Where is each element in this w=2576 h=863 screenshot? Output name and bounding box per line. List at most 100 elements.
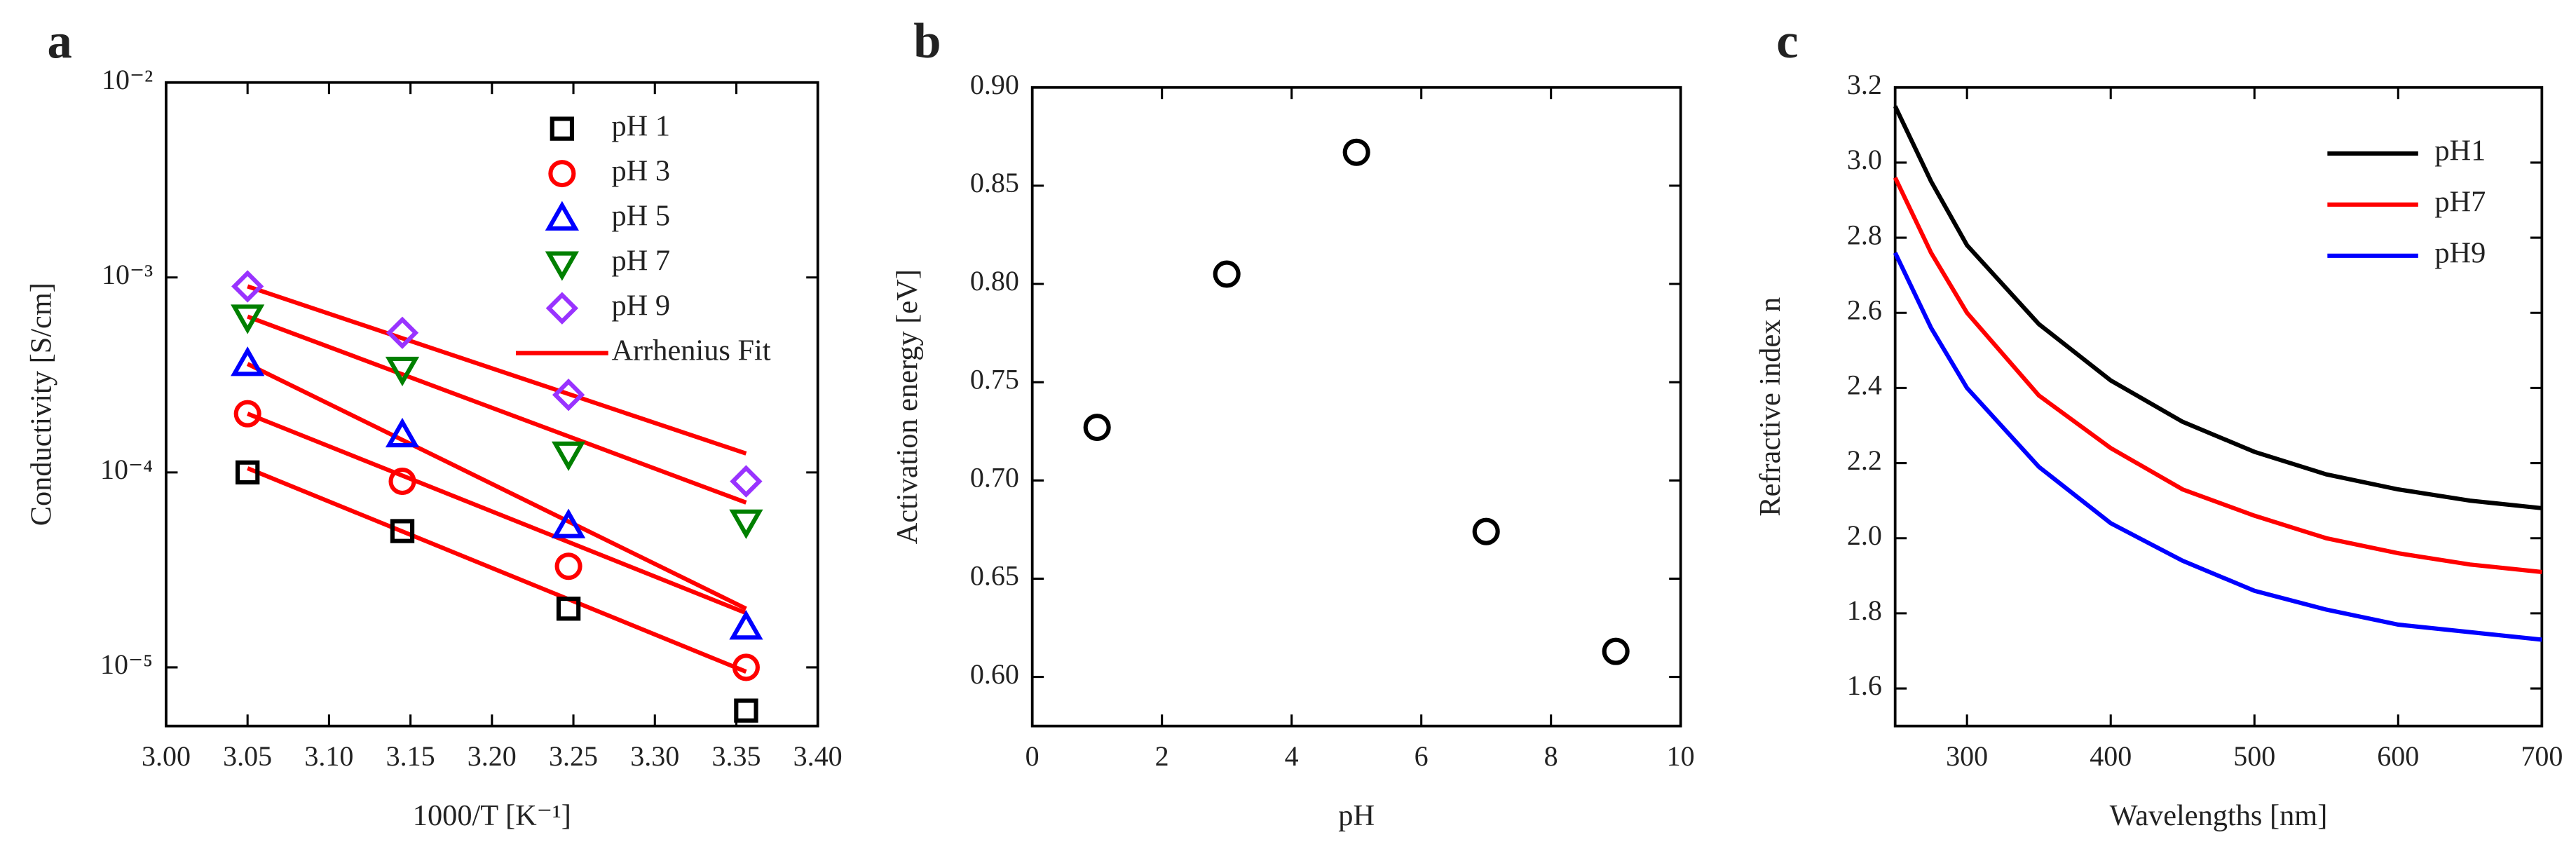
marker xyxy=(545,292,579,325)
marker xyxy=(231,270,264,303)
axes-frame xyxy=(1893,86,2544,728)
marker xyxy=(231,346,265,376)
x-tick-label: 6 xyxy=(1415,740,1429,772)
axes-frame xyxy=(165,81,819,728)
marker xyxy=(1342,138,1370,166)
marker xyxy=(551,508,586,538)
x-tick-label: 0 xyxy=(1025,740,1040,772)
x-tick-label: 3.15 xyxy=(386,740,435,772)
marker xyxy=(729,610,763,640)
y-axis-label: Activation energy [eV] xyxy=(891,269,924,544)
panel-label: a xyxy=(47,14,71,69)
marker xyxy=(385,356,420,387)
marker xyxy=(545,251,579,281)
x-tick-label: 3.20 xyxy=(468,740,517,772)
legend-label: pH 7 xyxy=(611,244,670,277)
y-tick-label: 10⁻⁴ xyxy=(100,454,153,485)
marker xyxy=(1472,517,1500,545)
legend-label: pH 1 xyxy=(611,109,670,142)
marker xyxy=(1213,260,1241,288)
x-tick-label: 3.25 xyxy=(549,740,598,772)
marker xyxy=(385,417,420,448)
marker xyxy=(1602,637,1630,665)
marker xyxy=(550,116,575,141)
x-tick-label: 3.35 xyxy=(711,740,761,772)
y-tick-label: 0.65 xyxy=(970,560,1019,592)
x-tick-label: 500 xyxy=(2233,740,2275,772)
line xyxy=(1893,105,2542,510)
marker xyxy=(1083,414,1111,442)
legend-label: pH 5 xyxy=(611,199,670,232)
x-tick-label: 400 xyxy=(2090,740,2132,772)
y-tick-label: 1.6 xyxy=(1847,670,1882,701)
marker xyxy=(233,400,261,428)
x-axis-label: pH xyxy=(1338,799,1375,832)
x-tick-label: 3.00 xyxy=(142,740,191,772)
y-axis-label: Refractive index n xyxy=(1754,297,1787,517)
x-tick-label: 3.40 xyxy=(793,740,843,772)
y-tick-label: 0.90 xyxy=(970,69,1019,100)
x-axis-label: Wavelengths [nm] xyxy=(2110,799,2328,832)
panel-label: b xyxy=(913,14,941,69)
marker xyxy=(730,465,763,498)
y-tick-label: 3.2 xyxy=(1847,69,1882,100)
marker xyxy=(729,509,763,539)
fit-line xyxy=(247,314,747,505)
fit-line xyxy=(247,466,747,674)
line xyxy=(1893,252,2542,642)
y-tick-label: 0.80 xyxy=(970,265,1019,297)
marker xyxy=(554,552,582,580)
x-tick-label: 8 xyxy=(1544,740,1558,772)
x-tick-label: 3.05 xyxy=(223,740,272,772)
y-axis-label: Conductivity [S/cm] xyxy=(25,283,58,526)
x-tick-label: 300 xyxy=(1946,740,1988,772)
legend-label: pH1 xyxy=(2434,135,2486,168)
panel-label: c xyxy=(1776,14,1798,69)
x-tick-label: 700 xyxy=(2521,740,2563,772)
marker xyxy=(552,379,585,412)
y-tick-label: 10⁻³ xyxy=(102,259,153,290)
legend-label: pH7 xyxy=(2434,186,2486,219)
marker xyxy=(548,160,576,188)
legend-label: pH 3 xyxy=(611,154,670,187)
y-tick-label: 3.0 xyxy=(1847,144,1882,175)
x-axis-label: 1000/T [K⁻¹] xyxy=(413,799,571,832)
x-tick-label: 3.30 xyxy=(630,740,679,772)
y-tick-label: 10⁻² xyxy=(102,64,153,95)
y-tick-label: 2.0 xyxy=(1847,519,1882,551)
x-tick-label: 2 xyxy=(1155,740,1169,772)
marker xyxy=(390,519,415,543)
marker xyxy=(732,653,760,681)
y-tick-label: 2.8 xyxy=(1847,219,1882,250)
marker xyxy=(545,201,579,231)
y-tick-label: 0.60 xyxy=(970,658,1019,690)
axes-frame xyxy=(1030,86,1682,728)
marker xyxy=(386,316,419,349)
marker xyxy=(556,597,581,621)
y-tick-label: 0.85 xyxy=(970,167,1019,198)
y-tick-label: 0.75 xyxy=(970,363,1019,395)
fit-line xyxy=(247,284,747,456)
marker xyxy=(734,698,758,723)
marker xyxy=(388,468,416,496)
x-tick-label: 3.10 xyxy=(304,740,353,772)
marker xyxy=(235,460,260,485)
y-tick-label: 2.6 xyxy=(1847,294,1882,325)
legend-label: pH 9 xyxy=(611,289,670,322)
y-tick-label: 10⁻⁵ xyxy=(100,648,153,680)
marker xyxy=(231,304,265,334)
x-tick-label: 10 xyxy=(1667,740,1695,772)
line xyxy=(1893,177,2542,574)
y-tick-label: 0.70 xyxy=(970,461,1019,493)
fit-line xyxy=(246,362,747,611)
x-tick-label: 4 xyxy=(1285,740,1299,772)
y-tick-label: 1.8 xyxy=(1847,594,1882,626)
y-tick-label: 2.2 xyxy=(1847,444,1882,476)
legend-label: pH9 xyxy=(2434,237,2486,270)
x-tick-label: 600 xyxy=(2377,740,2419,772)
marker xyxy=(551,441,586,471)
legend-label: Arrhenius Fit xyxy=(611,334,770,367)
fit-line xyxy=(247,412,747,616)
